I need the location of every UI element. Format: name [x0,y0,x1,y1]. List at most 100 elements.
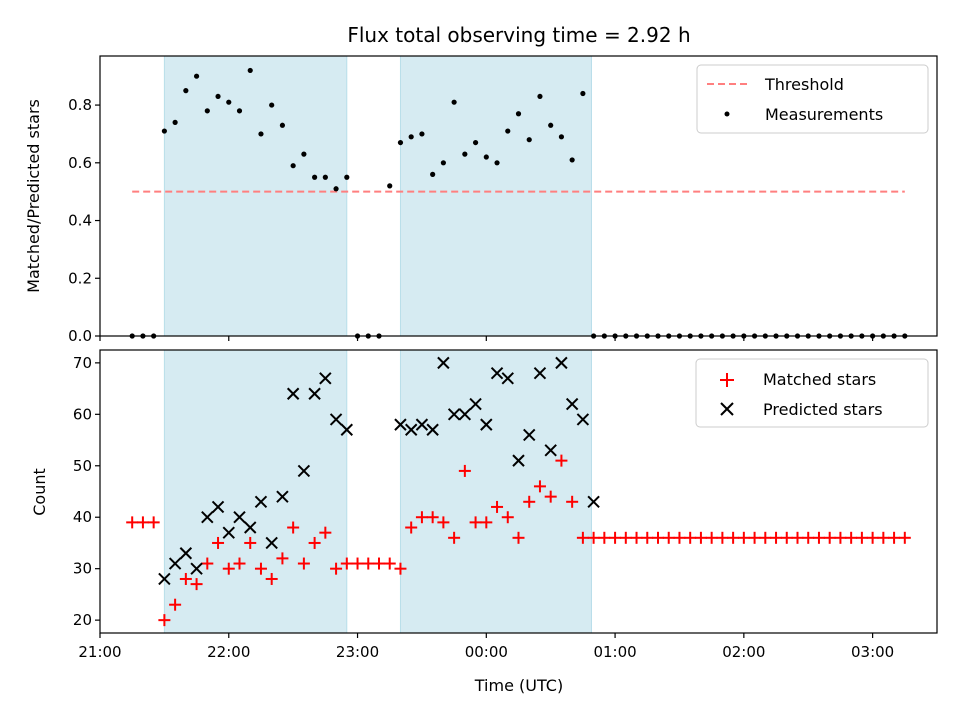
measurement-point [537,93,543,100]
measurement-point [344,174,350,180]
predicted-stars-point [533,366,547,380]
measurement-point [558,134,565,140]
matched-stars-point [834,531,847,544]
bottom-x-axis: 21:00 22:00 23:00 00:00 01:00 02:00 03:00 [78,633,894,661]
matched-stars-point [866,531,879,544]
x-tick-label: 02:00 [722,643,765,661]
matched-stars-point [791,531,804,544]
measurement-point [408,134,414,140]
matched-stars-point [394,562,407,575]
measurement-point [204,108,210,114]
matched-stars-point [566,495,579,508]
matched-stars-point [212,536,225,549]
y-tick-label: 0.2 [68,269,92,287]
predicted-stars-point [544,444,557,457]
matched-stars-point [812,531,825,544]
matched-stars-point [147,516,160,529]
predicted-stars-point [158,572,171,586]
bottom-observing-windows [163,349,592,634]
bottom-plot-frame [99,349,938,634]
predicted-stars-point [340,423,354,436]
predicted-stars-point [555,356,568,370]
predicted-stars-point [490,366,504,380]
x-tick-label: 23:00 [336,643,379,661]
matched-stars-point [287,521,300,534]
measurement-point [419,131,425,137]
predicted-stars-point [523,428,536,442]
y-tick-label: 20 [73,611,92,629]
matched-stars-point [169,598,182,611]
matched-stars-point [126,516,139,529]
x-tick-label: 00:00 [465,643,508,661]
matched-stars-point [362,557,375,570]
matched-stars-point [544,490,557,503]
matched-stars-point [845,531,858,544]
measurement-point [258,131,264,137]
matched-stars-point [136,516,149,529]
measurement-point [440,160,446,166]
measurement-point [301,151,307,157]
x-tick-label: 03:00 [851,643,894,661]
matched-stars-point [512,531,525,544]
matched-stars-point [458,464,471,477]
matched-stars-point [727,531,740,544]
matched-stars-point [244,536,257,549]
matched-stars-point [351,557,364,570]
matched-stars-point [823,531,836,544]
predicted-stars-point [480,418,493,431]
matched-stars-point [759,531,772,544]
matched-stars-point [684,531,697,544]
matched-stars-point [619,531,632,544]
matched-stars-point [770,531,783,544]
predicted-stars-series [158,356,600,586]
measurement-point [483,154,489,160]
matched-stars-point [576,531,589,544]
observing-window-2 [399,349,592,634]
top-observing-windows [163,55,592,337]
matched-stars-point [780,531,793,544]
predicted-stars-point [308,387,321,400]
matched-stars-point [308,536,321,549]
predicted-stars-point [394,418,407,431]
top-legend-box [696,64,929,134]
predicted-stars-point [286,387,300,400]
matched-stars-point [748,531,761,544]
matched-stars-point [598,531,611,544]
measurement-point [290,163,296,169]
bottom-legend: Matched stars Predicted stars [695,358,929,428]
measurement-point [505,128,511,134]
matched-stars-point [716,531,729,544]
observing-window-1 [163,349,348,634]
measurement-point [172,119,178,125]
legend-matched-label: Matched stars [763,370,876,389]
predicted-stars-point [201,511,214,524]
matched-stars-point [523,495,536,508]
predicted-stars-point [458,408,472,421]
legend-threshold-label: Threshold [764,75,844,94]
predicted-stars-point [254,495,268,508]
bottom-y-axis-label: Count [30,468,49,516]
measurement-point [247,67,253,74]
predicted-stars-point [565,397,579,411]
measurement-point [472,139,479,146]
measurement-point [269,102,275,108]
bottom-panel: 20 30 40 50 60 70 21:00 22:00 23:00 00:00 01:00 02… [30,349,938,695]
top-plot-frame [99,55,938,337]
measurement-point [226,99,232,105]
y-tick-label: 30 [73,560,92,578]
observing-window-2 [399,55,592,337]
matched-stars-point [501,511,514,524]
predicted-stars-point [222,526,235,539]
matched-stars-point [179,572,192,585]
predicted-stars-point [179,547,193,560]
y-tick-label: 70 [73,354,92,372]
matched-stars-point [888,531,901,544]
matched-stars-point [641,531,654,544]
predicted-stars-point [512,454,525,467]
x-tick-label: 01:00 [593,643,636,661]
matched-stars-point [415,511,428,524]
predicted-stars-point [437,356,450,370]
predicted-stars-point [233,511,246,524]
matched-stars-point [437,516,450,529]
